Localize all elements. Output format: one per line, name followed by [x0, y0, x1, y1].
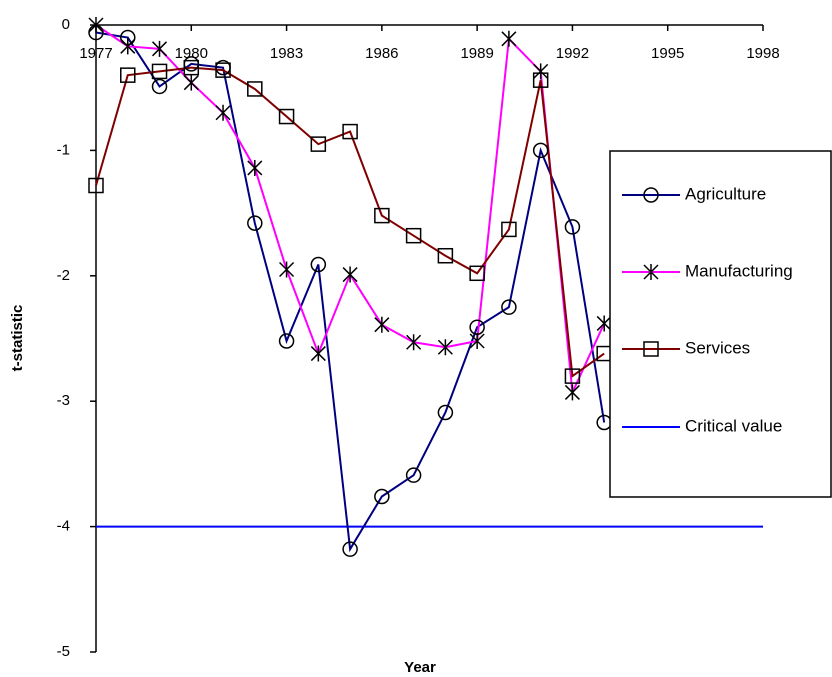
marker [151, 78, 168, 95]
marker [469, 265, 485, 282]
marker [88, 17, 104, 33]
y-tick-label: -3 [57, 392, 70, 409]
marker [501, 30, 517, 47]
marker [120, 67, 136, 83]
y-tick-label: -2 [57, 267, 70, 284]
x-tick-label: 1986 [365, 45, 398, 62]
x-tick-label: 1980 [175, 45, 208, 62]
y-tick-label: -4 [57, 518, 70, 535]
marker [247, 81, 263, 97]
x-tick-label: 1992 [556, 45, 589, 62]
marker [151, 40, 168, 57]
marker [437, 339, 453, 356]
legend-label: Manufacturing [685, 261, 793, 280]
marker [310, 256, 327, 273]
legend-marker [643, 264, 659, 280]
marker [406, 334, 422, 351]
marker [247, 159, 263, 176]
marker [374, 488, 390, 505]
x-axis-title: Year [404, 659, 436, 676]
y-tick-label: -5 [57, 643, 70, 660]
marker [310, 136, 327, 152]
marker [501, 221, 517, 238]
x-tick-label: 1977 [79, 45, 112, 62]
marker [437, 404, 454, 421]
marker [564, 368, 581, 384]
x-tick-label: 1995 [651, 45, 684, 62]
marker [88, 177, 104, 194]
marker [374, 316, 390, 333]
x-tick-label: 1983 [270, 45, 303, 62]
marker [183, 74, 199, 91]
marker [533, 63, 549, 80]
marker [596, 315, 612, 332]
y-tick-label: -1 [57, 141, 70, 158]
marker [437, 247, 454, 264]
marker [278, 108, 295, 125]
marker [183, 59, 200, 76]
marker [405, 227, 422, 244]
marker [405, 467, 422, 483]
x-tick-label: 1998 [746, 45, 779, 62]
marker [215, 62, 231, 78]
marker [564, 219, 581, 235]
marker [342, 123, 358, 140]
marker [564, 384, 580, 401]
marker [279, 261, 295, 278]
marker [215, 104, 231, 121]
y-tick-label: 0 [62, 16, 70, 33]
marker [342, 541, 358, 557]
marker [120, 38, 136, 55]
marker [532, 142, 549, 159]
marker [310, 345, 326, 362]
series-line [95, 66, 605, 378]
marker [247, 215, 263, 231]
marker [151, 63, 168, 80]
legend-marker [643, 341, 659, 357]
legend-box [609, 150, 832, 498]
marker [469, 333, 485, 350]
marker [532, 72, 549, 88]
legend-label: Agriculture [685, 184, 766, 203]
series-line [95, 31, 606, 553]
x-tick-label: 1989 [460, 45, 493, 62]
marker [342, 266, 358, 283]
marker [278, 333, 295, 349]
legend-label: Critical value [685, 416, 782, 435]
marker [374, 207, 390, 224]
legend: Agriculture Manufacturing Services Critical… [609, 150, 832, 498]
legend-marker [643, 187, 659, 203]
marker [501, 299, 517, 315]
legend-label: Services [685, 338, 750, 357]
y-axis-title: t-statistic [9, 305, 26, 372]
